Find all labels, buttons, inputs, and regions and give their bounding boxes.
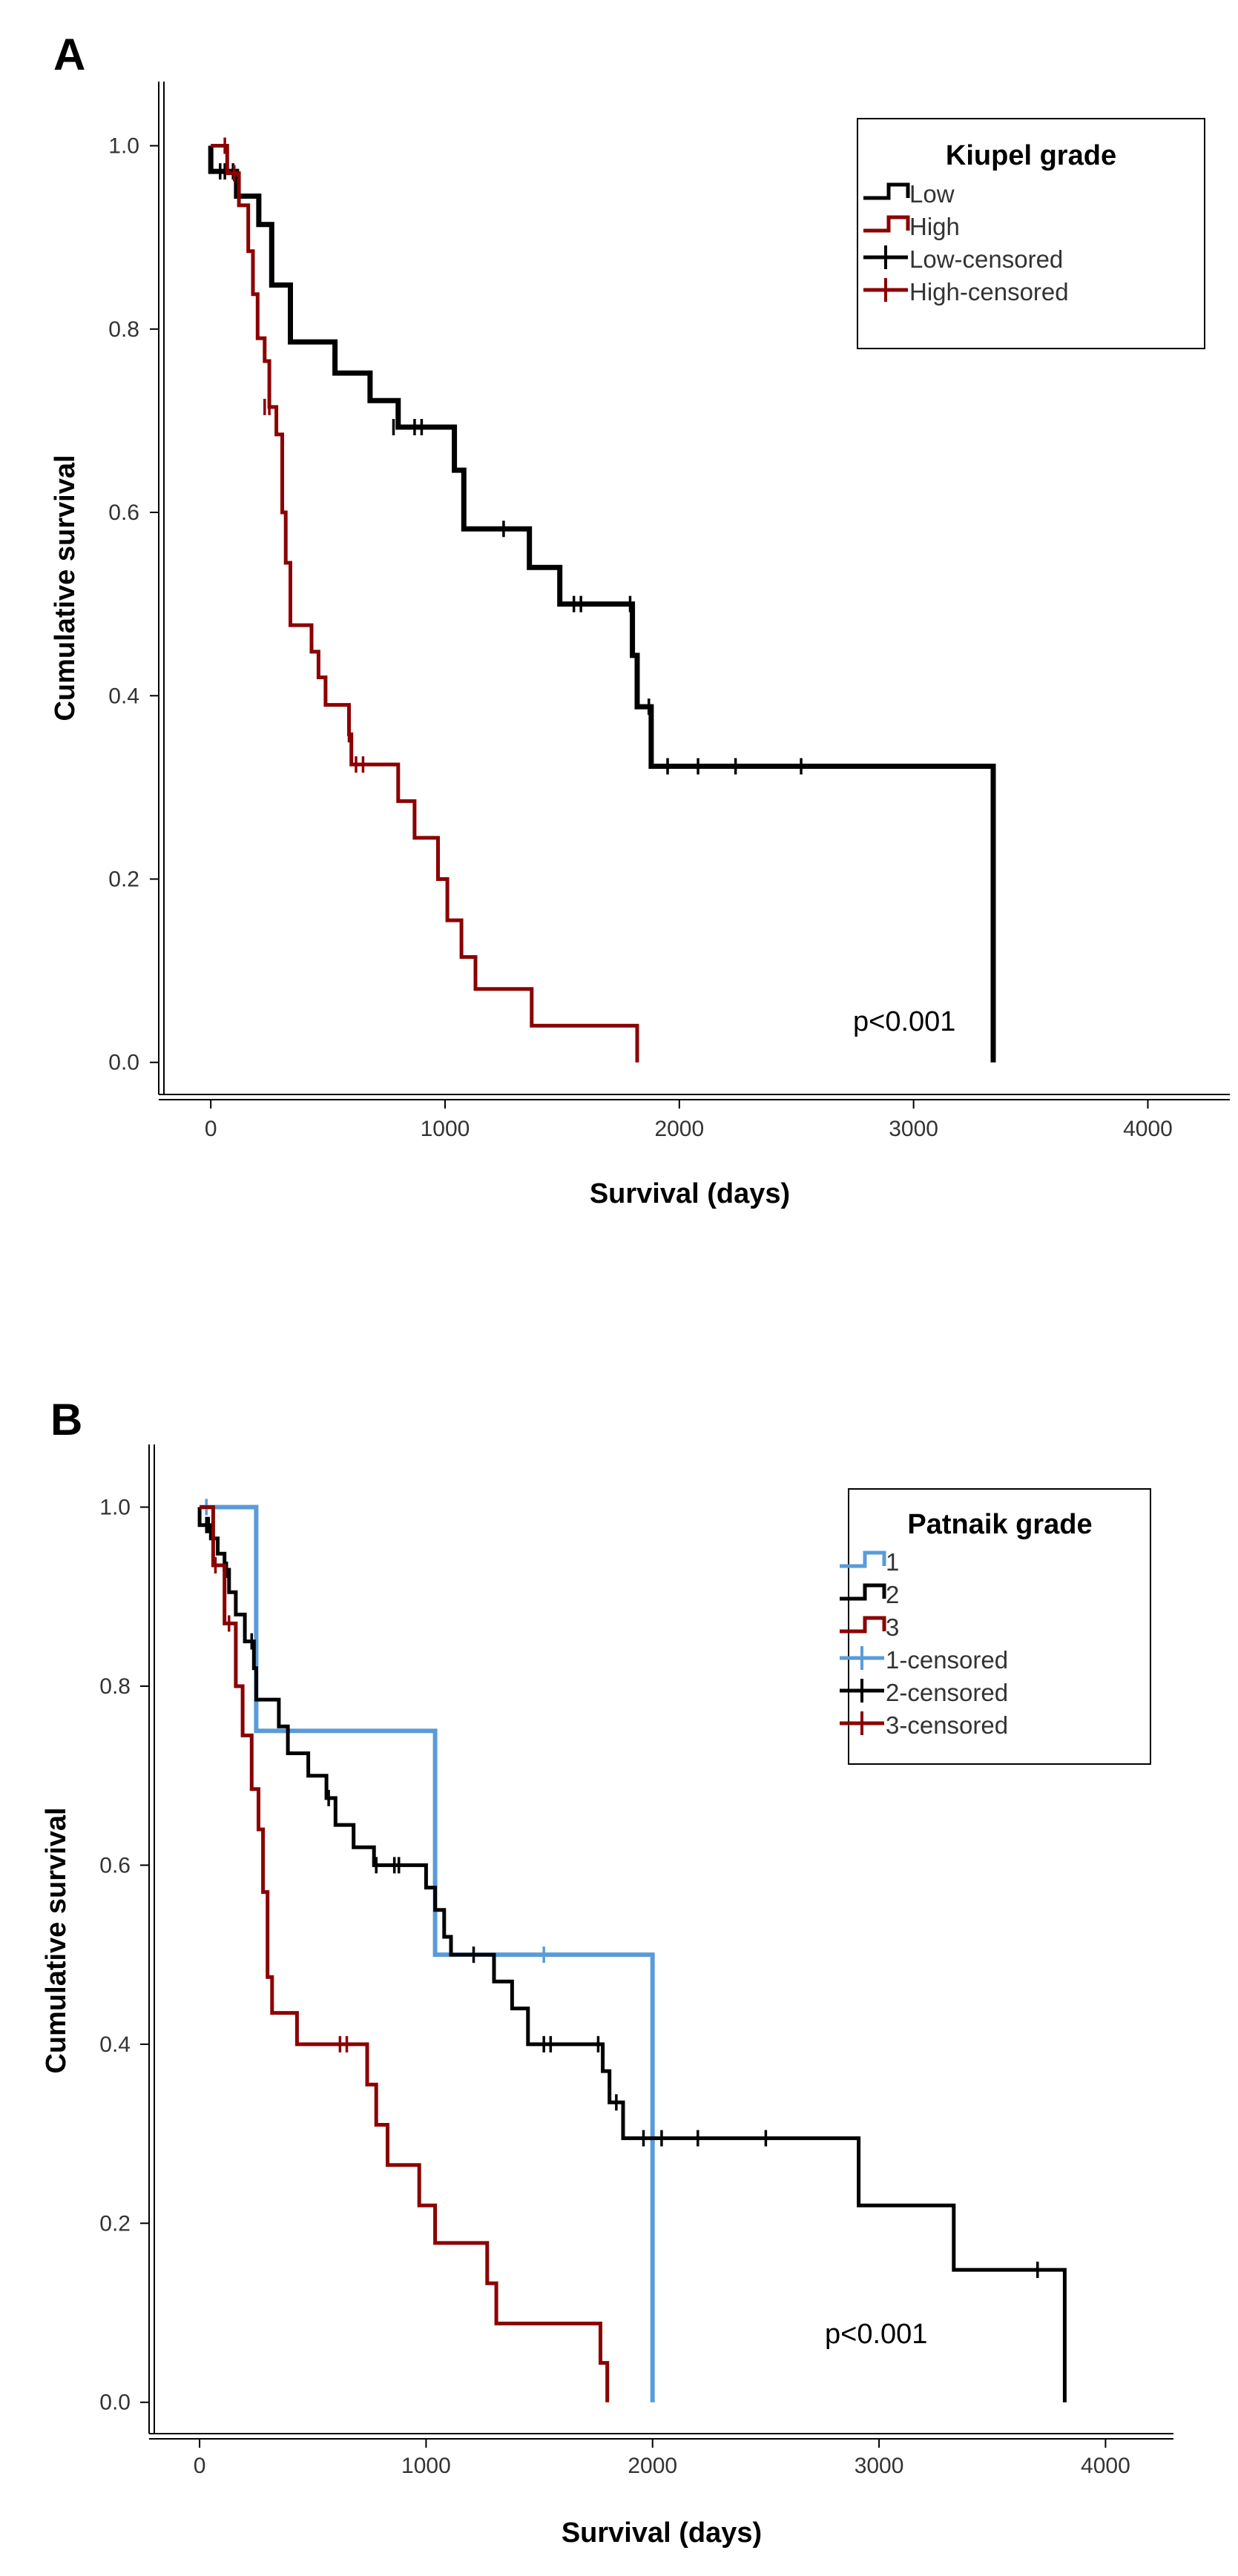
survival-curve-Low (208, 145, 996, 1063)
y-tick-label: 0.0 (99, 2391, 131, 2415)
x-tick-label: 4000 (1123, 1117, 1173, 1141)
legend-label: 3-censored (886, 1711, 1008, 1739)
panel-a-legend-box (857, 118, 1205, 349)
panel-a-legend: Kiupel grade Low High Low-censored High-cen… (857, 118, 1205, 349)
legend-label: 3 (886, 1614, 899, 1641)
x-tick-label: 1000 (421, 1117, 470, 1141)
legend-label: Low-censored (909, 245, 1063, 273)
panel-b-legend-title: Patnaik grade (907, 1509, 1092, 1540)
panel-b-legend-entries: 1 2 3 1-censored 2-censored 3-censored (840, 1548, 1008, 1739)
panel-a-x-axis-title: Survival (days) (590, 1178, 790, 1209)
panel-b-legend-box (848, 1488, 1151, 1765)
y-tick-label: 1.0 (99, 1496, 131, 1520)
x-tick-label: 3000 (855, 2454, 904, 2478)
panel-b-series-3 (200, 1505, 610, 2402)
y-tick-label: 0.6 (99, 1853, 131, 1877)
legend-label: 2 (886, 1581, 899, 1608)
panel-a-label: A (53, 30, 85, 79)
panel-b-series-layer (197, 1499, 1067, 2402)
legend-entry: 2 (840, 1581, 899, 1608)
panel-a-plot: 0 1000 2000 3000 4000 0.0 0.2 0.4 0.6 0.8 1.0 Sur… (50, 82, 1230, 1209)
legend-entry: 2-censored (840, 1679, 1008, 1706)
panel-b: B 0 1000 2000 3000 4000 0.0 0.2 0.4 0.6 0.8 1.0 S… (41, 1395, 1173, 2549)
panel-b-legend: Patnaik grade 1 2 3 1-censored 2-censored 3-c… (840, 1488, 1151, 1765)
legend-entry: Low (863, 180, 955, 208)
legend-entry: High-censored (863, 278, 1069, 306)
x-tick-label: 1000 (401, 2454, 451, 2478)
y-tick-label: 0.0 (108, 1051, 139, 1075)
panel-b-p-value: p<0.001 (825, 2319, 927, 2350)
legend-step-swatch (863, 182, 910, 200)
x-tick-label: 2000 (654, 1117, 704, 1141)
legend-label: Low (909, 180, 955, 208)
panel-a: A 0 1000 2000 3000 4000 0.0 0.2 0.4 0.6 0.8 1.0 S… (50, 30, 1230, 1209)
panel-a-x-ticks: 0 1000 2000 3000 4000 (205, 1100, 1173, 1141)
panel-a-y-axis-title: Cumulative survival (50, 455, 81, 721)
legend-entry: 3 (840, 1614, 899, 1641)
legend-step-swatch (863, 215, 910, 233)
x-tick-label: 2000 (628, 2454, 677, 2478)
panel-a-legend-title: Kiupel grade (946, 140, 1116, 171)
y-tick-label: 1.0 (108, 134, 139, 159)
survival-curve-High (211, 144, 639, 1063)
legend-label: 1-censored (886, 1646, 1008, 1674)
legend-step-swatch (840, 1550, 886, 1568)
legend-label: High-censored (909, 278, 1069, 306)
panel-a-series-layer (208, 137, 996, 1063)
panel-b-label: B (50, 1395, 82, 1444)
x-tick-label: 0 (194, 2454, 206, 2478)
y-tick-label: 0.4 (99, 2032, 131, 2057)
survival-curve-1 (200, 1505, 655, 2402)
panel-b-x-ticks: 0 1000 2000 3000 4000 (194, 2439, 1130, 2478)
panel-b-y-ticks: 0.0 0.2 0.4 0.6 0.8 1.0 (99, 1496, 149, 2415)
panel-a-legend-entries: Low High Low-censored High-censored (863, 180, 1069, 306)
panel-b-x-axis-title: Survival (days) (562, 2517, 762, 2549)
x-tick-label: 0 (205, 1117, 217, 1141)
y-tick-label: 0.2 (99, 2211, 131, 2236)
legend-label: High (909, 213, 960, 240)
survival-curve-2 (197, 1507, 1067, 2402)
y-tick-label: 0.6 (108, 501, 139, 525)
survival-curve-3 (200, 1505, 610, 2402)
panel-b-series-2 (197, 1507, 1067, 2402)
y-tick-label: 0.8 (108, 317, 139, 342)
y-tick-label: 0.2 (108, 867, 139, 891)
legend-label: 1 (886, 1548, 899, 1576)
legend-entry: High (863, 213, 960, 240)
panel-b-y-axis-title: Cumulative survival (41, 1807, 72, 2073)
panel-a-p-value: p<0.001 (853, 1006, 955, 1037)
legend-entry: 1 (840, 1548, 899, 1576)
legend-entry: 1-censored (840, 1646, 1008, 1674)
panel-a-series-Low (208, 145, 996, 1063)
panel-a-series-High (211, 137, 639, 1063)
panel-a-y-ticks: 0.0 0.2 0.4 0.6 0.8 1.0 (108, 134, 159, 1075)
x-tick-label: 4000 (1081, 2454, 1130, 2478)
legend-entry: 3-censored (840, 1711, 1008, 1739)
x-tick-label: 3000 (889, 1117, 938, 1141)
legend-entry: Low-censored (863, 245, 1063, 273)
panel-b-plot: 0 1000 2000 3000 4000 0.0 0.2 0.4 0.6 0.8 1.0 Sur… (41, 1444, 1173, 2549)
legend-label: 2-censored (886, 1679, 1008, 1706)
legend-step-swatch (840, 1583, 886, 1601)
y-tick-label: 0.4 (108, 684, 139, 708)
y-tick-label: 0.8 (99, 1674, 131, 1699)
legend-step-swatch (840, 1616, 886, 1634)
